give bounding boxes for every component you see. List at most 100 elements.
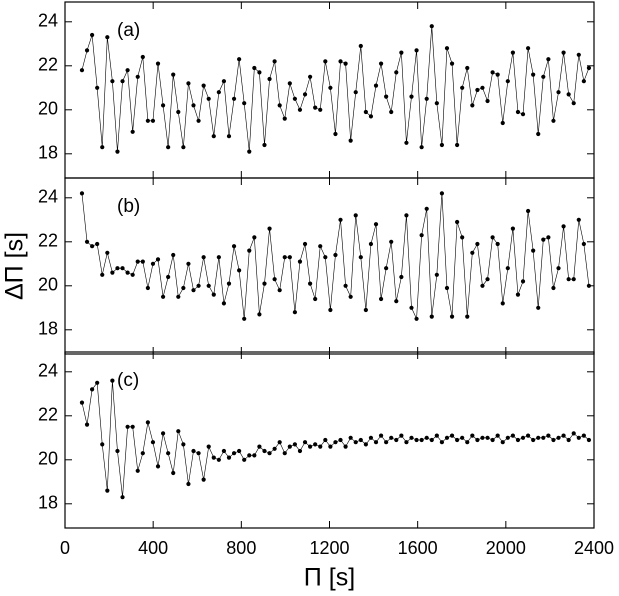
data-point	[211, 292, 216, 297]
data-point	[536, 435, 541, 440]
data-point	[373, 440, 379, 445]
data-point	[338, 59, 343, 64]
data-point	[125, 68, 130, 73]
data-point	[389, 435, 394, 440]
data-point	[378, 61, 384, 66]
data-point	[226, 281, 232, 286]
data-point	[515, 292, 521, 297]
data-point	[216, 90, 221, 95]
data-point	[384, 266, 389, 271]
data-point	[323, 255, 328, 260]
data-point	[272, 277, 277, 282]
data-point	[419, 145, 424, 150]
data-point	[561, 50, 566, 55]
data-point	[237, 57, 242, 62]
data-point	[308, 444, 313, 449]
data-point	[424, 96, 429, 101]
y-tick-label: 22	[38, 405, 58, 425]
data-point	[353, 90, 358, 95]
data-point	[378, 433, 384, 438]
data-point	[292, 310, 297, 315]
data-point	[541, 74, 546, 79]
data-point	[581, 79, 586, 84]
data-point	[308, 74, 313, 79]
data-point	[216, 457, 221, 462]
data-point	[211, 134, 216, 139]
data-point	[363, 109, 368, 115]
data-point	[211, 455, 216, 460]
data-point	[135, 74, 140, 79]
data-point	[536, 131, 541, 137]
data-point	[525, 433, 531, 438]
panel-label: (a)	[117, 20, 140, 41]
data-point	[135, 259, 140, 264]
data-point	[84, 239, 90, 244]
data-point	[500, 120, 505, 126]
data-point	[581, 241, 586, 247]
data-point	[485, 98, 490, 104]
data-point	[551, 437, 556, 443]
data-point	[155, 61, 161, 66]
data-point	[267, 226, 272, 231]
data-point	[480, 283, 485, 288]
data-point	[308, 281, 313, 286]
data-point	[216, 255, 221, 260]
data-point	[414, 437, 419, 443]
data-point	[500, 301, 505, 306]
data-point	[333, 131, 338, 137]
data-point	[510, 433, 515, 438]
data-point	[505, 266, 510, 271]
data-point	[84, 48, 90, 53]
data-point	[348, 435, 353, 440]
data-point	[475, 241, 480, 247]
data-point	[125, 424, 130, 429]
data-point	[328, 444, 333, 449]
data-point	[475, 437, 480, 443]
data-point	[404, 440, 409, 445]
data-point	[439, 142, 445, 148]
data-point	[105, 488, 110, 493]
data-point	[186, 81, 191, 86]
panel-label: (c)	[117, 370, 139, 391]
data-point	[135, 468, 140, 473]
data-point	[328, 307, 333, 313]
data-point	[252, 235, 257, 240]
data-point	[343, 444, 348, 449]
data-point	[556, 435, 561, 440]
data-point	[292, 442, 297, 447]
x-tick-label: 800	[226, 538, 256, 558]
data-point	[520, 112, 526, 117]
data-point	[515, 437, 521, 443]
data-point	[475, 87, 480, 93]
data-point	[541, 435, 546, 440]
data-point	[399, 274, 404, 280]
data-point	[181, 285, 186, 291]
data-point	[145, 285, 150, 291]
data-point	[272, 59, 277, 64]
data-point	[358, 255, 363, 260]
x-tick-label: 2000	[486, 538, 526, 558]
data-point	[424, 206, 429, 211]
x-tick-label: 1600	[398, 538, 438, 558]
data-point	[140, 54, 145, 60]
data-point	[318, 244, 323, 249]
data-point	[389, 109, 394, 115]
data-point	[160, 294, 166, 299]
data-point	[79, 400, 85, 405]
data-point	[252, 65, 257, 71]
data-point	[323, 59, 328, 64]
data-point	[181, 442, 186, 447]
data-point	[231, 451, 237, 456]
data-point	[384, 440, 389, 445]
data-point	[525, 46, 531, 51]
data-point	[495, 72, 500, 77]
data-point	[581, 433, 586, 438]
x-axis-label: Π [s]	[304, 564, 355, 591]
data-point	[470, 433, 475, 438]
data-point	[313, 296, 318, 302]
data-point	[242, 316, 247, 321]
data-point	[176, 429, 181, 434]
data-point	[495, 433, 500, 438]
data-point	[541, 237, 546, 242]
